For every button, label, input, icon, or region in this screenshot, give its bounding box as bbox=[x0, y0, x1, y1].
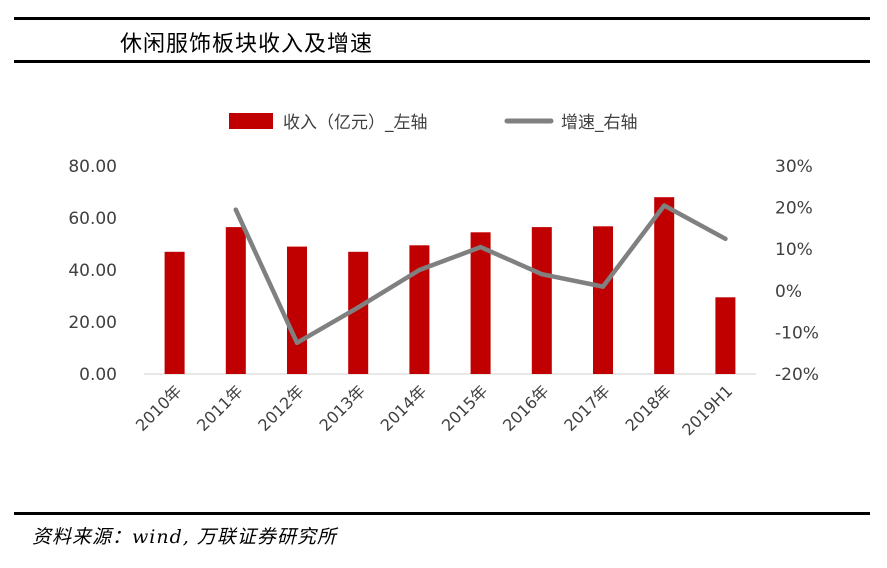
source-note: 资料来源：wind, 万联证券研究所 bbox=[32, 526, 337, 548]
right-axis-tick-label: 30% bbox=[775, 157, 813, 177]
x-axis-tick-label: 2015年 bbox=[438, 381, 492, 435]
legend: 收入（亿元）_左轴 增速_右轴 bbox=[229, 113, 638, 133]
bar bbox=[164, 251, 185, 374]
bar bbox=[593, 226, 613, 374]
x-axis-tick-label: 2018年 bbox=[621, 381, 675, 435]
x-axis-tick-label: 2016年 bbox=[499, 381, 553, 435]
x-axis-ticks: 2010年 2011年 2012年 2013年 2014年 2015年 2016年 2017年… bbox=[132, 381, 736, 439]
growth-point bbox=[600, 284, 606, 289]
x-axis-tick-label: 2011年 bbox=[193, 381, 247, 435]
right-axis-tick-label: -10% bbox=[775, 323, 819, 343]
bar bbox=[654, 197, 675, 374]
left-axis-tick-label: 80.00 bbox=[68, 157, 117, 177]
growth-point bbox=[662, 203, 667, 208]
right-axis-tick-label: -20% bbox=[775, 365, 819, 385]
left-axis-tick-label: 0.00 bbox=[79, 365, 117, 385]
legend-swatch-bar bbox=[229, 113, 273, 129]
title-rule bbox=[14, 60, 870, 63]
growth-point bbox=[356, 305, 361, 310]
x-axis-tick-label: 2019H1 bbox=[678, 381, 736, 439]
growth-point bbox=[294, 340, 300, 345]
growth-point bbox=[539, 271, 544, 277]
x-axis-tick-label: 2010年 bbox=[132, 381, 186, 435]
bar-series bbox=[164, 197, 736, 374]
x-axis-tick-label: 2012年 bbox=[254, 381, 308, 435]
bar bbox=[348, 251, 369, 374]
legend-label-bar: 收入（亿元）_左轴 bbox=[283, 113, 428, 133]
right-axis-tick-label: 0% bbox=[775, 282, 802, 302]
legend-label-line: 增速_右轴 bbox=[561, 113, 638, 133]
growth-point bbox=[417, 267, 422, 273]
growth-point bbox=[233, 207, 238, 212]
bar bbox=[409, 245, 430, 374]
bottom-rule bbox=[14, 512, 870, 515]
left-axis-tick-label: 40.00 bbox=[68, 261, 117, 281]
right-axis-ticks: 30% 20% 10% 0% -10% -20% bbox=[775, 157, 819, 385]
bar bbox=[470, 232, 491, 374]
right-axis-tick-label: 10% bbox=[775, 240, 813, 260]
x-axis-tick-label: 2014年 bbox=[377, 381, 431, 435]
top-rule bbox=[14, 17, 870, 20]
left-axis-ticks: 80.00 60.00 40.00 20.00 0.00 bbox=[68, 157, 117, 385]
bar bbox=[287, 246, 307, 374]
right-axis-tick-label: 20% bbox=[775, 199, 813, 219]
left-axis-tick-label: 20.00 bbox=[68, 313, 117, 333]
bar bbox=[531, 227, 552, 374]
line-series bbox=[233, 203, 728, 346]
x-axis-tick-label: 2013年 bbox=[315, 381, 369, 435]
bar bbox=[225, 227, 246, 374]
growth-point bbox=[723, 236, 728, 241]
growth-point bbox=[478, 244, 483, 250]
left-axis-tick-label: 60.00 bbox=[68, 209, 117, 229]
x-axis-tick-label: 2017年 bbox=[560, 381, 614, 435]
bar bbox=[715, 297, 736, 374]
chart-title: 休闲服饰板块收入及增速 bbox=[120, 32, 374, 57]
